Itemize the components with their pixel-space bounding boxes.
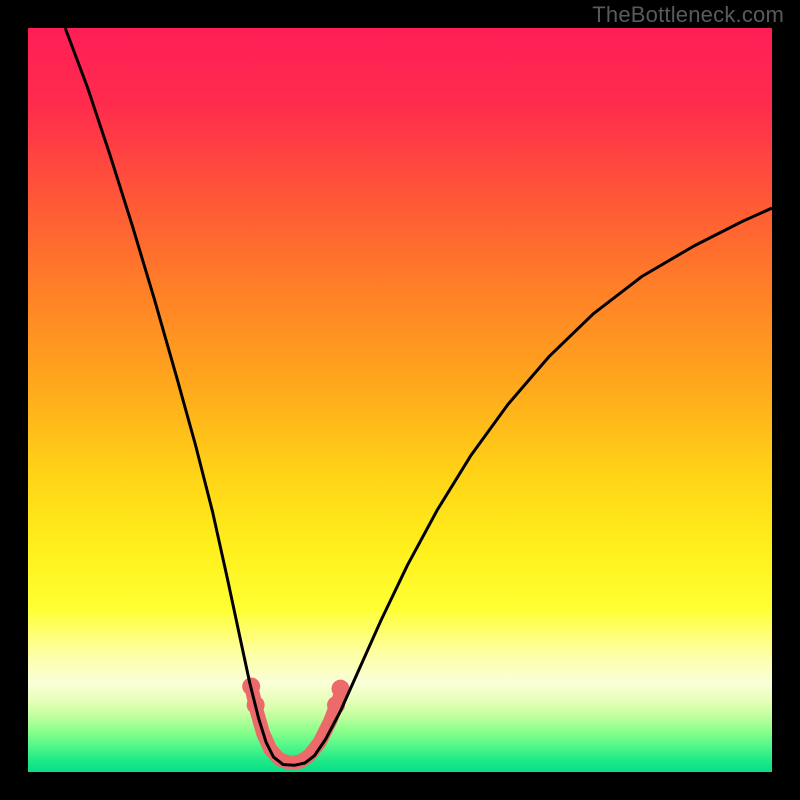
watermark-text: TheBottleneck.com	[592, 2, 784, 28]
plot-background	[28, 28, 772, 772]
